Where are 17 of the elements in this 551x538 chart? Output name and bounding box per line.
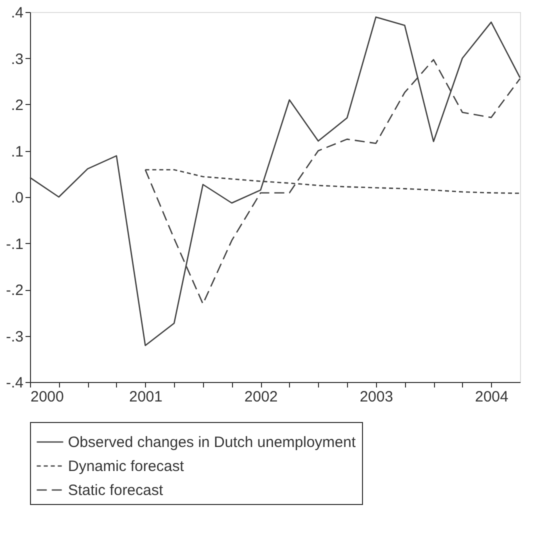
x-tick-label: 2001 xyxy=(129,388,162,406)
y-tick-label: -.3 xyxy=(6,328,24,346)
x-tick-label: 2002 xyxy=(244,388,278,406)
legend-label: Static forecast xyxy=(68,482,164,499)
y-tick-label: .4 xyxy=(10,4,24,22)
y-tick-label: .1 xyxy=(10,143,24,160)
y-tick-label: .0 xyxy=(10,190,24,206)
x-tick-label: 2003 xyxy=(360,388,394,406)
x-tick-label: 2004 xyxy=(474,388,508,406)
y-tick-label: -.1 xyxy=(6,236,24,253)
y-tick-label: -.2 xyxy=(6,282,24,299)
legend-label: Observed changes in Dutch unemployment xyxy=(68,434,356,451)
y-tick-label: .3 xyxy=(10,50,24,68)
y-tick-label: .2 xyxy=(10,97,24,114)
legend-label: Dynamic forecast xyxy=(68,458,185,475)
y-tick-label: -.4 xyxy=(6,374,24,392)
x-tick-label: 2000 xyxy=(30,388,64,406)
